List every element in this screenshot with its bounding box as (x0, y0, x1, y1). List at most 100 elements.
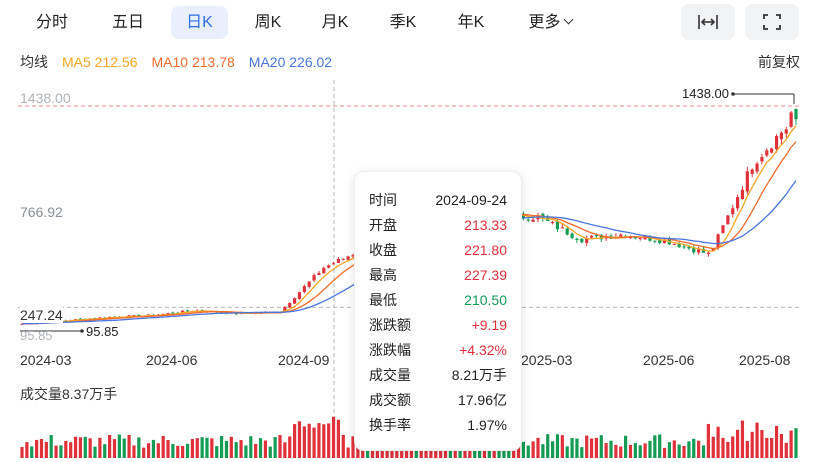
candle-body (594, 235, 599, 237)
volume-bar (20, 447, 24, 458)
volume-bar (770, 438, 774, 458)
horizontal-fit-icon (698, 15, 718, 29)
tab-yearly-k[interactable]: 年K (457, 14, 485, 31)
candle-body (740, 189, 745, 200)
volume-bar (249, 436, 253, 458)
volume-bar (760, 430, 764, 458)
candle-body (312, 275, 316, 281)
more-dropdown[interactable]: 更多 (518, 6, 582, 39)
candle-body (297, 292, 302, 299)
candle-body (322, 267, 326, 274)
volume-bar (258, 438, 263, 458)
tooltip-row-change-pct: 涨跌幅 +4.32% (369, 342, 507, 358)
fit-width-button[interactable] (681, 4, 735, 40)
volume-bar (507, 445, 511, 458)
volume-bar (137, 437, 141, 458)
candle-body (341, 258, 345, 260)
volume-bar (112, 439, 117, 458)
volume-bar (599, 435, 603, 458)
candle-body (726, 215, 730, 225)
price-axis-low: 247.24 (20, 307, 63, 323)
candle-body (302, 286, 306, 292)
fullscreen-button[interactable] (745, 4, 799, 40)
candle-body (750, 169, 754, 174)
period-tabs: 分时 五日 日K 周K 月K 季K 年K 更多 (0, 0, 820, 46)
candle-body (551, 221, 555, 223)
tab-weekly-k[interactable]: 周K (254, 14, 282, 31)
volume-bar (487, 444, 491, 458)
volume-bar (88, 438, 92, 458)
volume-bar (706, 423, 710, 458)
tab-quarterly-k[interactable]: 季K (389, 14, 417, 31)
volume-bar (497, 446, 501, 458)
tab-five-day[interactable]: 五日 (111, 14, 144, 31)
volume-bar (740, 420, 745, 458)
volume-bar (531, 441, 535, 458)
volume-label: 成交量8.37万手 (20, 386, 118, 402)
volume-bar (219, 436, 224, 458)
volume-bar (526, 445, 530, 458)
volume-bar (93, 446, 97, 458)
volume-bar (312, 427, 316, 458)
volume-bar (361, 445, 365, 458)
candle-body (288, 302, 292, 308)
volume-bar (35, 439, 39, 458)
volume-bar (565, 446, 569, 458)
volume-bar (794, 428, 798, 458)
volume-bar (181, 446, 185, 458)
candle-body (560, 227, 564, 229)
candle-body (166, 313, 170, 315)
volume-bar (210, 438, 214, 458)
volume-bar (229, 436, 233, 458)
candle-body (774, 135, 779, 150)
candle-body (677, 243, 681, 248)
date-tick: 2025-08 (739, 352, 791, 368)
volume-bar (83, 436, 87, 458)
volume-bar (711, 436, 715, 458)
volume-bar (624, 435, 628, 458)
volume-bar (224, 440, 229, 458)
volume-bar (643, 443, 647, 458)
volume-bar (146, 443, 151, 458)
adjust-selector[interactable]: 前复权 (758, 54, 800, 70)
volume-bar (176, 445, 180, 458)
volume-bar (745, 440, 749, 458)
tooltip-row-open: 开盘 213.33 (369, 217, 507, 233)
volume-bar (103, 444, 107, 458)
candle-body (575, 238, 579, 241)
tab-monthly-k[interactable]: 月K (321, 14, 349, 31)
volume-bar (39, 439, 44, 458)
tab-daily-k[interactable]: 日K (171, 6, 228, 39)
tab-intraday[interactable]: 分时 (35, 14, 68, 31)
volume-bar (341, 434, 345, 458)
volume-bar (682, 445, 686, 458)
volume-bar (108, 434, 112, 458)
candle-body (526, 219, 530, 221)
volume-bar (633, 443, 637, 458)
tooltip-row-turnover: 换手率 1.97% (369, 417, 507, 433)
volume-bar (560, 435, 564, 458)
candle-body (346, 256, 350, 260)
volume-bar (73, 436, 78, 458)
date-tick: 2025-06 (643, 352, 695, 368)
price-axis-mid: 766.92 (20, 204, 63, 220)
volume-bar (779, 434, 783, 458)
volume-bar (750, 431, 754, 458)
candle-body (765, 150, 769, 156)
ma20-value: MA20 226.02 (248, 54, 333, 70)
volume-bar (594, 437, 599, 458)
volume-bar (185, 443, 190, 458)
candle-body (731, 208, 735, 215)
candle-body (565, 228, 569, 235)
candle-body (692, 247, 696, 253)
volume-bar (604, 443, 608, 458)
volume-bar (434, 444, 438, 458)
volume-bar (302, 426, 306, 458)
candle-body (633, 237, 637, 239)
candle-body (716, 234, 720, 248)
volume-bar (697, 440, 701, 458)
volume-bar (677, 444, 681, 458)
candle-body (351, 255, 355, 257)
candle-body (735, 197, 740, 209)
volume-bar (473, 444, 477, 458)
